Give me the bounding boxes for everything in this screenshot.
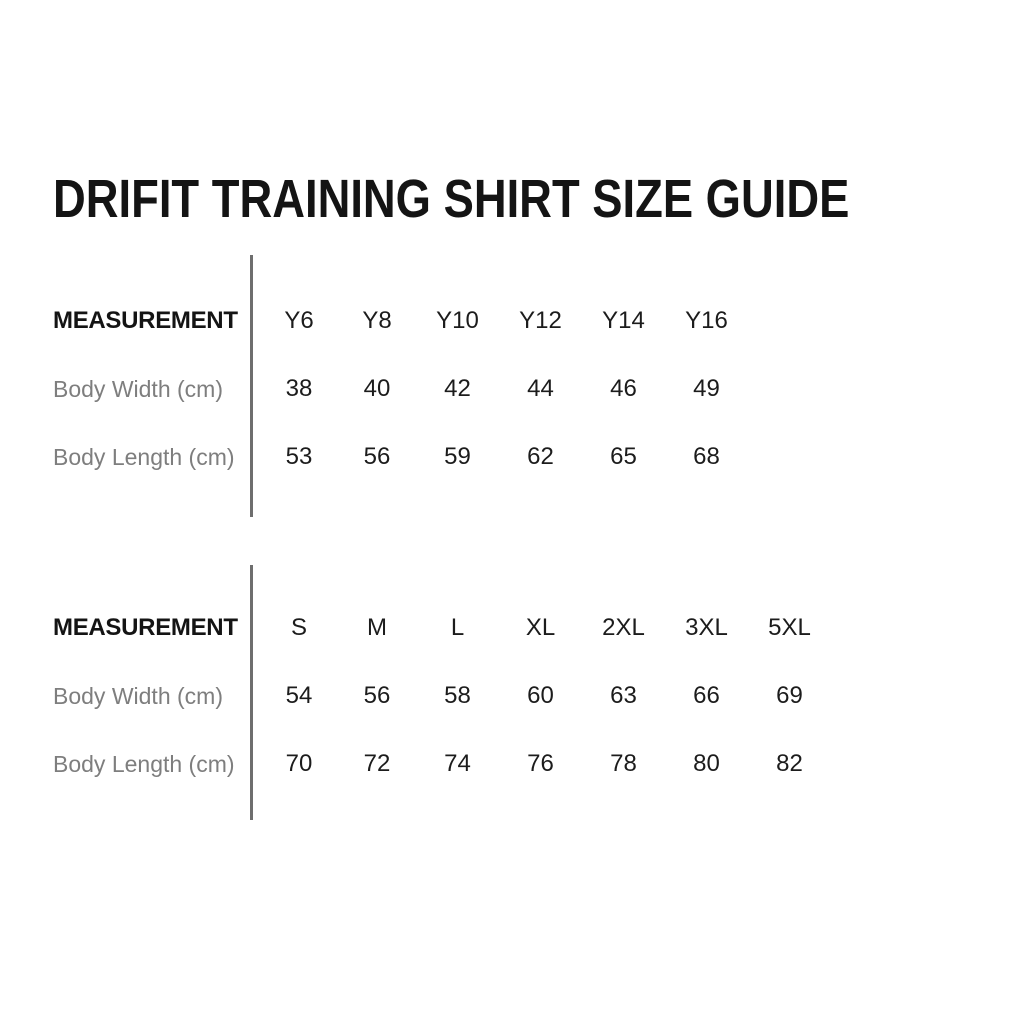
table-row: Body Length (cm) 53 56 59 62 65 68 xyxy=(0,423,1024,491)
size-value: 42 xyxy=(444,375,471,402)
size-value: 74 xyxy=(444,750,471,777)
table-header-row: MEASUREMENT Y6 Y8 Y10 Y12 Y14 Y16 xyxy=(0,287,1024,355)
page-title: DRIFIT TRAINING SHIRT SIZE GUIDE xyxy=(53,169,850,229)
row-label: Body Length (cm) xyxy=(53,443,235,470)
size-value: 58 xyxy=(444,682,471,709)
vertical-divider xyxy=(250,565,253,820)
table-header-row: MEASUREMENT S M L XL 2XL 3XL 5XL xyxy=(0,594,1024,662)
size-value: 70 xyxy=(285,750,313,777)
size-value: 69 xyxy=(776,682,803,709)
size-value: 44 xyxy=(527,375,554,402)
size-value: 72 xyxy=(363,750,391,777)
size-value: 54 xyxy=(285,682,313,709)
size-column-header: Y16 xyxy=(685,307,728,334)
size-column-header: 3XL xyxy=(685,614,728,641)
size-value: 46 xyxy=(610,375,637,402)
size-column-header: Y10 xyxy=(436,307,479,334)
measurement-header-label: MEASUREMENT xyxy=(53,614,238,641)
adult-size-table: MEASUREMENT S M L XL 2XL 3XL 5XL Body Width (cm)… xyxy=(0,565,1024,820)
row-label: Body Length (cm) xyxy=(53,750,235,777)
size-column-header: Y12 xyxy=(519,307,562,334)
size-value: 65 xyxy=(610,443,637,470)
size-value: 66 xyxy=(693,682,720,709)
size-value: 60 xyxy=(527,682,554,709)
size-value: 78 xyxy=(610,750,637,777)
size-column-header: L xyxy=(450,614,465,641)
size-column-header: 2XL xyxy=(602,614,645,641)
table-row: Body Width (cm) 38 40 42 44 46 49 xyxy=(0,355,1024,423)
size-value: 82 xyxy=(776,750,803,777)
row-label: Body Width (cm) xyxy=(53,682,223,709)
size-value: 59 xyxy=(444,443,471,470)
size-column-header: XL xyxy=(525,614,556,641)
measurement-header-label: MEASUREMENT xyxy=(53,307,238,334)
size-column-header: Y8 xyxy=(362,307,392,334)
size-value: 53 xyxy=(285,443,313,470)
vertical-divider xyxy=(250,255,253,517)
size-value: 38 xyxy=(285,375,313,402)
row-label: Body Width (cm) xyxy=(53,375,223,402)
size-column-header: S xyxy=(290,614,307,641)
size-value: 56 xyxy=(363,682,391,709)
size-column-header: 5XL xyxy=(768,614,811,641)
size-value: 56 xyxy=(363,443,391,470)
table-row: Body Width (cm) 54 56 58 60 63 66 69 xyxy=(0,662,1024,730)
size-column-header: M xyxy=(367,614,387,641)
size-column-header: Y6 xyxy=(284,307,314,334)
size-value: 76 xyxy=(527,750,554,777)
size-value: 40 xyxy=(363,375,391,402)
youth-size-table: MEASUREMENT Y6 Y8 Y10 Y12 Y14 Y16 Body Width (c… xyxy=(0,255,1024,517)
table-row: Body Length (cm) 70 72 74 76 78 80 82 xyxy=(0,730,1024,798)
size-value: 80 xyxy=(693,750,720,777)
size-value: 62 xyxy=(527,443,554,470)
table-rows-container: MEASUREMENT Y6 Y8 Y10 Y12 Y14 Y16 Body Width (c… xyxy=(0,255,1024,491)
size-value: 63 xyxy=(610,682,637,709)
size-column-header: Y14 xyxy=(602,307,645,334)
size-value: 49 xyxy=(693,375,720,402)
size-value: 68 xyxy=(693,443,720,470)
table-rows-container: MEASUREMENT S M L XL 2XL 3XL 5XL Body Width (cm)… xyxy=(0,565,1024,798)
